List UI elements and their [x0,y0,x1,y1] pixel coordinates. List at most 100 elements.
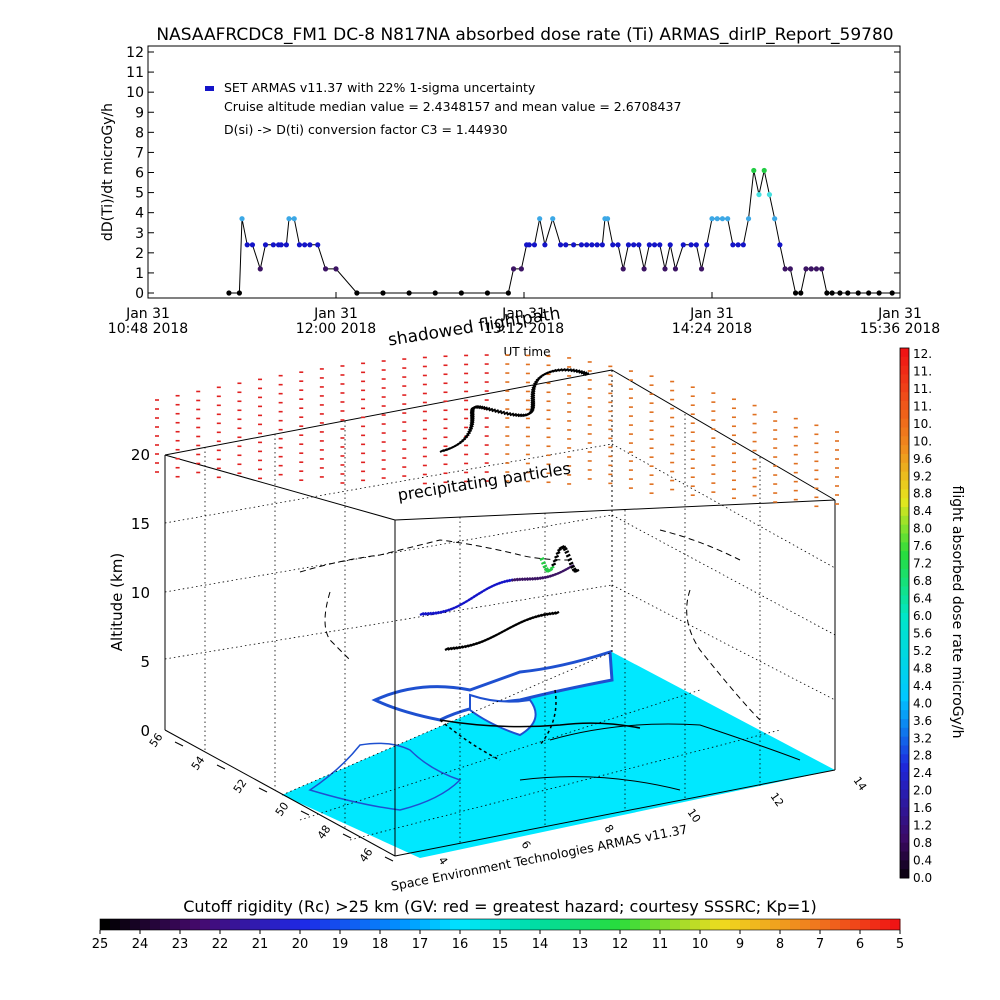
shadow-marker [480,405,486,410]
top-data-point [484,290,491,296]
cutoff-tick-label: 24 [132,937,149,952]
cutoff-colorbar-cell [700,919,711,930]
cutoff-colorbar-cell [710,919,721,930]
flight-marker [539,557,545,561]
top-data-point [740,242,746,248]
top-data-point [761,167,767,174]
cutoff-colorbar-cell [500,919,511,930]
shadow-marker [530,402,536,407]
dose-colorbar-tick-label: 6.0 [913,609,932,623]
top-data-point [432,290,438,296]
cutoff-tick-label: 9 [736,937,744,952]
shadow-marker [469,411,475,416]
legend-cruise-stats: Cruise altitude median value = 2.4348157… [224,99,681,114]
top-data-point [620,266,626,272]
top-y-axis-label: dD(Ti)/dt microGy/h [100,103,116,241]
dose-colorbar-tick-label: 3.6 [913,714,932,728]
cutoff-tick-label: 6 [856,937,864,952]
cutoff-colorbar-cell [170,919,181,930]
box-edge [164,729,396,857]
top-data-point [226,290,232,296]
dose-colorbar-cell [900,727,909,738]
cutoff-colorbar-cell [580,919,591,930]
cutoff-colorbar-cell [630,919,641,930]
dose-colorbar-cell [900,445,909,455]
cutoff-colorbar-cell [350,919,361,930]
cutoff-colorbar-cell [390,919,401,930]
flight-marker [557,547,562,552]
top-y-tick-label: 2 [135,246,144,262]
shadow-marker [530,405,536,410]
cutoff-colorbar-cell [590,919,601,930]
precipitating-particles-label: precipitating particles [396,459,572,505]
dose-colorbar-cell [900,701,909,711]
shadow-marker [530,387,536,392]
dose-colorbar-cell [900,754,909,764]
cutoff-colorbar-cell [210,919,221,930]
shadow-marker [533,381,539,385]
top-data-point [604,216,611,222]
cutoff-tick-label: 8 [776,937,784,952]
cutoff-tick-label: 22 [212,937,229,952]
top-data-point [550,216,556,222]
cutoff-tick-label: 18 [372,937,389,952]
dose-colorbar-cell [900,648,909,658]
latitude-tick-mark [174,741,184,747]
shadow-marker [580,370,586,375]
top-data-point [286,216,292,222]
shadow-marker [561,367,566,372]
top-data-point [458,290,464,296]
dose-colorbar-cell [900,409,909,420]
cutoff-colorbar-cell [370,919,381,930]
cutoff-colorbar-cell [600,919,611,930]
flight-marker [540,560,546,565]
dose-colorbar-tick-label: 1.6 [913,801,932,815]
flight-marker [574,568,580,573]
dose-colorbar-tick-label: 5.2 [913,644,932,658]
cutoff-colorbar-cell [560,919,571,930]
dose-colorbar-cell [900,639,909,649]
cutoff-colorbar-cell [790,919,801,930]
top-data-point [578,242,585,248]
dose-colorbar-tick-label: 4.8 [913,661,932,675]
dose-colorbar-tick-label: 11. [913,399,932,413]
cutoff-tick-label: 11 [652,937,669,952]
top-data-point [594,242,600,248]
shadow-marker [469,422,475,427]
dose-colorbar-tick-label: 8.0 [913,522,932,536]
map-coastline [439,719,641,729]
cutoff-colorbar-cell [400,919,411,930]
top-data-point [704,242,710,248]
dose-colorbar-cell [900,798,909,808]
dose-colorbar-tick-label: 2.4 [913,766,932,780]
top-y-tick-label: 5 [135,186,144,202]
top-data-point [730,242,736,248]
latitude-tick-mark [342,833,352,839]
shadow-marker [517,413,523,418]
cutoff-tick-label: 21 [252,937,269,952]
top-data-point [542,242,548,248]
dose-colorbar-cell [900,577,909,587]
dose-colorbar-tick-label: 0.4 [913,854,932,868]
top-data-point [631,242,637,248]
shadow-marker [567,368,573,372]
shadow-marker [529,407,535,412]
dose-colorbar-tick-label: 4.4 [913,679,932,693]
map-land-sea [469,693,537,737]
top-data-point [270,242,276,248]
dose-colorbar-cell [900,436,909,446]
shadow-marker [578,369,584,374]
dose-colorbar-cell [900,630,909,640]
dose-colorbar-cell [900,719,909,729]
top-data-point [680,242,686,248]
cutoff-colorbar-cell [440,919,451,930]
cutoff-colorbar-cell [420,919,431,930]
dose-colorbar-cell [900,471,909,481]
dose-colorbar-cell [900,816,909,826]
cutoff-colorbar-cell [110,919,121,930]
cutoff-colorbar-cell [860,919,871,930]
shadow-marker [564,367,570,372]
top-data-point [636,242,642,248]
dose-colorbar-cell [900,551,909,561]
top-x-tick-label: 12:00 2018 [296,321,376,337]
